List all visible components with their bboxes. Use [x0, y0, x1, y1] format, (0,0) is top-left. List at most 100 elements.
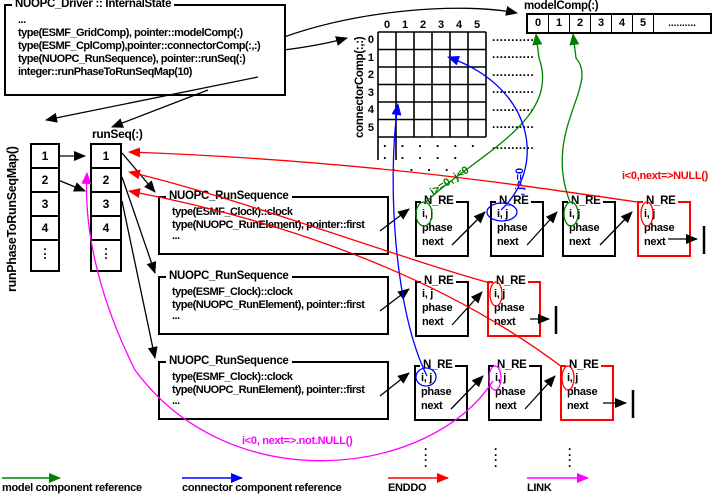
n-re-box-r2-2-enddo: N_RE i, j phase next: [487, 275, 541, 337]
n-re-title: N_RE: [568, 195, 604, 207]
run-sequence-3-ellipsis: ...: [172, 395, 180, 407]
n-re-next: next: [422, 316, 444, 328]
connectorcomp-col-headers: 0 1 2 3 4 5: [378, 19, 486, 31]
run-sequence-2-title: NUOPC_RunSequence: [166, 270, 292, 282]
n-re-ij: i, j: [569, 208, 581, 220]
runphasemap-label: runPhaseToRunSeqMap(): [5, 146, 19, 292]
col-header-5: 5: [473, 19, 481, 31]
n-re-phase: phase: [569, 222, 600, 234]
runseq-cell-3: 3: [92, 193, 120, 217]
grid-row-overflow-5: ...........: [492, 117, 535, 131]
runphasemap-cell-3: 3: [32, 193, 58, 217]
n-re-title: N_RE: [643, 195, 679, 207]
link-condition-label: i<0, next=>.not.NULL(): [242, 435, 353, 447]
n-re-next: next: [494, 316, 516, 328]
model-ref-curve-2: [561, 33, 583, 203]
n-re-box-r3-3-enddo: N_RE i, j phase next: [560, 359, 614, 421]
runseq-cell-ellipsis: . . .: [104, 239, 108, 262]
run-sequence-3-title: NUOPC_RunSequence: [166, 355, 292, 367]
run-sequence-1-first: type(NUOPC_RunElement), pointer::first: [172, 219, 365, 231]
col-header-0: 0: [383, 19, 391, 31]
runphasemap-cell-ellipsis: . . .: [43, 239, 47, 262]
n-re-next: next: [421, 400, 443, 412]
enddo-condition-label: i<0,next=>NULL(): [622, 170, 708, 182]
n-re-phase: phase: [644, 222, 675, 234]
grid-row-overflow-2: ...........: [492, 65, 535, 79]
modelcomp-cell-2: 2: [570, 15, 591, 32]
runphasemap-cell-4: 4: [32, 217, 58, 241]
driver-internal-state-box: NUOPC_Driver :: InternalState ... type(E…: [4, 0, 286, 96]
arrow-map2-to-runseq3: [57, 179, 86, 192]
run-sequence-box-2: NUOPC_RunSequence type(ESMF_Clock)::cloc…: [158, 270, 389, 335]
driver-line-modelcomp: type(ESMF_GridComp), pointer::modelComp(…: [18, 27, 243, 39]
runphasemap-cell-1: 1: [32, 145, 58, 169]
run-sequence-box-1: NUOPC_RunSequence type(ESMF_Clock)::cloc…: [158, 190, 389, 255]
n-re-next: next: [567, 400, 589, 412]
driver-line-runseq: type(NUOPC_RunSequence), pointer::runSeq…: [18, 53, 246, 65]
n-re-next: next: [569, 236, 591, 248]
row-header-0: 0: [367, 34, 374, 46]
driver-line-runphasemap: integer::runPhaseToRunSeqMap(10): [18, 66, 192, 78]
legend-link-label: LINK: [527, 482, 552, 494]
modelcomp-cell-5: 5: [633, 15, 654, 32]
arrow-runseq1-to-sequence1: [121, 152, 156, 193]
col-header-3: 3: [437, 19, 445, 31]
n-re-title: N_RE: [421, 195, 457, 207]
runseq-cell-2: 2: [92, 169, 120, 193]
n-re-ij: i, j: [497, 208, 509, 220]
run-sequence-3-clock: type(ESMF_Clock)::clock: [172, 371, 293, 383]
n-re-next: next: [495, 400, 517, 412]
modelcomp-cell-0: 0: [528, 15, 549, 32]
driver-box-title: NUOPC_Driver :: InternalState: [12, 0, 175, 10]
n-re-phase: phase: [422, 302, 453, 314]
n-re-next: next: [644, 236, 666, 248]
n-re-box-r1-3: N_RE i, j phase next: [562, 195, 616, 257]
runseq-label: runSeq(:): [92, 127, 143, 141]
modelcomp-cell-overflow: ..........: [668, 18, 696, 29]
runseq-cell-4: 4: [92, 217, 120, 241]
legend-model-ref-label: model component reference: [2, 482, 142, 494]
n-re-phase: phase: [422, 222, 453, 234]
modelcomp-cell-3: 3: [591, 15, 612, 32]
n-re-ij: i, j: [422, 208, 434, 220]
n-re-phase: phase: [497, 222, 528, 234]
run-sequence-1-title: NUOPC_RunSequence: [166, 190, 292, 202]
run-sequence-1-ellipsis: ...: [172, 230, 180, 242]
legend-connector-ref-label: connector component reference: [182, 482, 342, 494]
grid-row-overflow-1: ...........: [492, 47, 535, 61]
run-sequence-3-first: type(NUOPC_RunElement), pointer::first: [172, 384, 365, 396]
n-re-ij: i, j: [422, 288, 434, 300]
driver-line-ellipsis: ...: [18, 14, 26, 26]
run-sequence-2-clock: type(ESMF_Clock)::clock: [172, 286, 293, 298]
n-re-title: N_RE: [494, 359, 530, 371]
n-re-phase: phase: [495, 386, 526, 398]
runseq-column: 1 2 3 4 . . .: [90, 143, 122, 272]
n-re-phase: phase: [421, 386, 452, 398]
legend-enddo-label: ENDDO: [388, 482, 427, 494]
grid-row-overflow-4: ...........: [492, 100, 535, 114]
arrow-runseq2-to-sequence2: [121, 176, 157, 274]
n-re-box-r3-1: N_RE i, j phase next: [414, 359, 468, 421]
n-re-title: N_RE: [420, 359, 456, 371]
n-re-ij: i, j: [567, 372, 579, 384]
run-sequence-2-first: type(NUOPC_RunElement), pointer::first: [172, 299, 365, 311]
modelcomp-cell-4: 4: [612, 15, 633, 32]
run-sequence-1-clock: type(ESMF_Clock)::clock: [172, 206, 293, 218]
run-sequence-2-ellipsis: ...: [172, 310, 180, 322]
row-header-3: 3: [367, 86, 374, 99]
n-re-title: N_RE: [421, 275, 457, 287]
modelcomp-array: 0 1 2 3 4 5 ..........: [526, 13, 712, 34]
col-header-4: 4: [455, 19, 463, 31]
n-re-title: N_RE: [496, 195, 532, 207]
n-re-more-ellipsis-3: . . . .: [568, 439, 572, 470]
run-sequence-box-3: NUOPC_RunSequence type(ESMF_Clock)::cloc…: [158, 355, 389, 420]
n-re-next: next: [497, 236, 519, 248]
driver-line-connectorcomp: type(ESMF_CplComp),pointer::connectorCom…: [18, 40, 261, 52]
connectorcomp-row-headers: 0 1 2 3 4 5: [358, 32, 374, 137]
row-header-2: 2: [367, 69, 374, 81]
n-re-more-ellipsis-2: . . . .: [494, 439, 498, 470]
n-re-more-ellipsis-1: . . . .: [424, 439, 428, 470]
col-header-1: 1: [401, 19, 409, 31]
arrow-runseq3-to-sequence3: [121, 200, 158, 359]
